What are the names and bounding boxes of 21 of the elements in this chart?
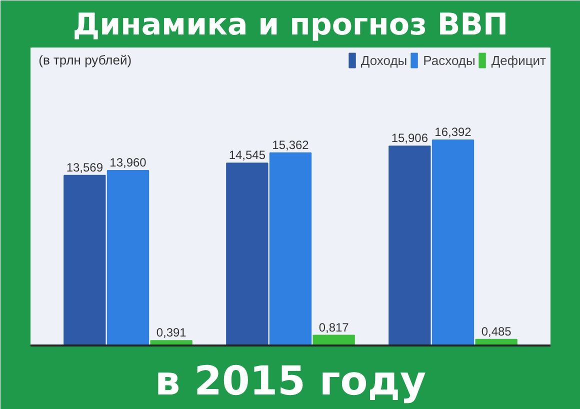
legend-label: Расходы [423,52,476,68]
data-label: 13,569 [66,160,104,174]
bar [106,170,150,346]
bar [388,146,431,346]
data-label: 16,392 [434,124,472,139]
bar [226,162,268,346]
bar [432,139,474,346]
bar [64,174,106,346]
data-label: 14,545 [228,148,266,162]
legend-label: Доходы [360,52,408,68]
text: (в трлн рублей) [38,52,132,68]
bar [269,152,312,346]
chart-title: Динамика и прогноз ВВП [72,8,508,42]
data-label: 0,817 [318,320,350,334]
data-label: 15,906 [391,131,428,146]
text: в 2015 году [154,358,426,404]
data-label: 15,362 [272,138,310,152]
legend-label: Дефицит [491,52,546,68]
data-label: 13,960 [110,155,147,170]
data-label: 0,485 [481,324,512,338]
data-label: 0,391 [156,326,187,340]
